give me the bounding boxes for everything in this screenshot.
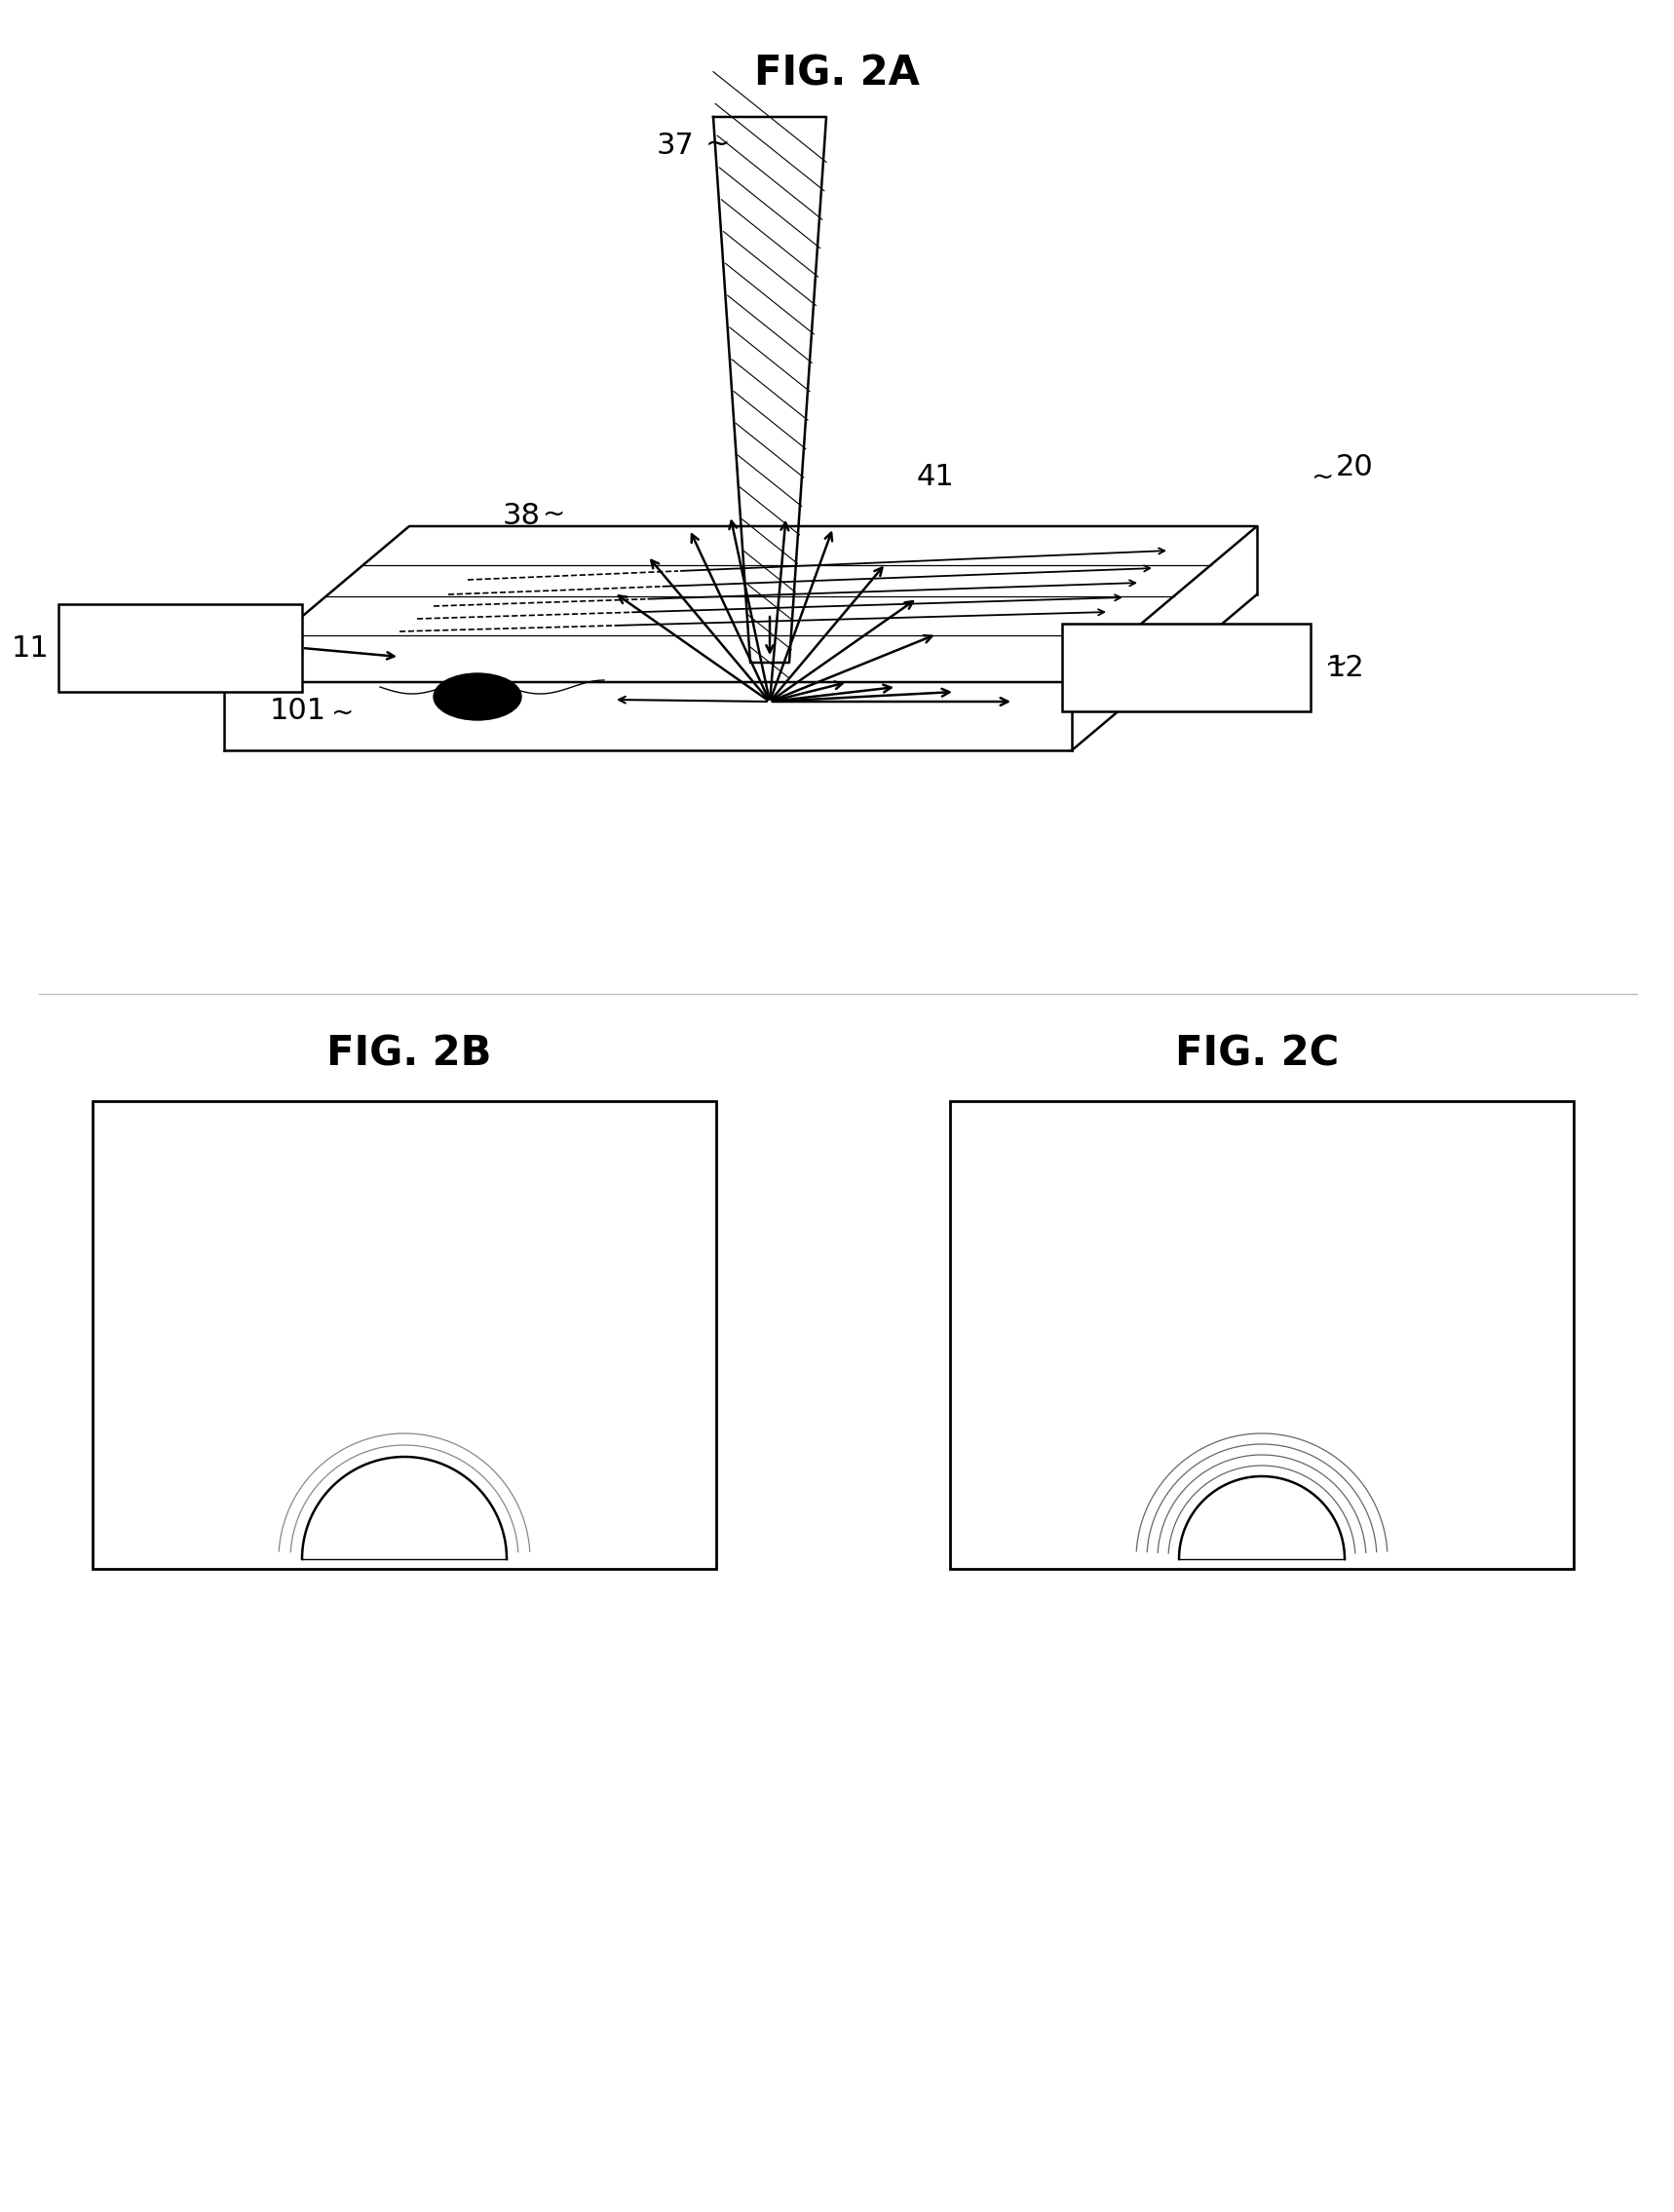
- Polygon shape: [1178, 1475, 1344, 1559]
- Text: 38: 38: [502, 502, 541, 531]
- Text: 20: 20: [1336, 453, 1373, 482]
- Bar: [92, 1102, 716, 1568]
- Text: FIG. 2B: FIG. 2B: [326, 1033, 492, 1073]
- Text: 41: 41: [917, 462, 954, 491]
- Text: ~: ~: [60, 630, 84, 659]
- Bar: [59, 604, 301, 692]
- Text: FIRST: FIRST: [142, 624, 218, 646]
- Text: 12: 12: [1326, 653, 1364, 681]
- Bar: [1061, 624, 1311, 712]
- Text: SECOND: SECOND: [1133, 644, 1240, 666]
- Text: 37: 37: [656, 133, 693, 159]
- Text: DETECTOR: DETECTOR: [1118, 672, 1254, 695]
- Text: DETECTOR: DETECTOR: [112, 653, 248, 675]
- Ellipse shape: [434, 672, 521, 721]
- Polygon shape: [301, 1458, 507, 1559]
- Text: ~: ~: [1326, 650, 1348, 679]
- Text: 101: 101: [270, 697, 326, 726]
- Text: ~: ~: [542, 500, 566, 529]
- Bar: [951, 1102, 1574, 1568]
- Text: 11: 11: [12, 635, 49, 661]
- Text: ~: ~: [331, 699, 355, 728]
- Text: ~: ~: [705, 131, 730, 159]
- Text: ~: ~: [1312, 465, 1334, 491]
- Text: FIG. 2C: FIG. 2C: [1175, 1033, 1339, 1073]
- Text: FIG. 2A: FIG. 2A: [755, 53, 919, 95]
